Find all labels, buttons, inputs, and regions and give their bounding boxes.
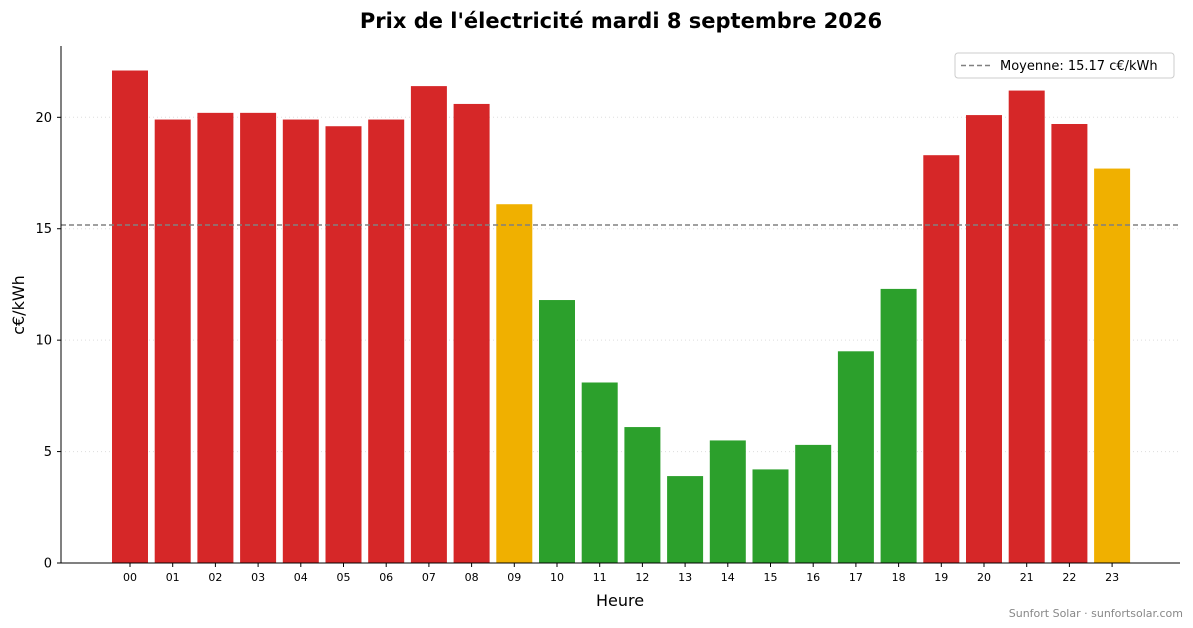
bar-16 [795, 444, 832, 563]
x-tick-label: 00 [123, 571, 137, 584]
bar-19 [923, 155, 960, 563]
x-tick-label: 05 [337, 571, 351, 584]
x-tick-label: 03 [251, 571, 265, 584]
x-tick-label: 02 [208, 571, 222, 584]
x-tick-label: 12 [635, 571, 649, 584]
bar-02 [197, 112, 234, 563]
x-tick-label: 19 [934, 571, 948, 584]
bar-20 [966, 115, 1002, 563]
bar-11 [581, 382, 618, 563]
x-tick-label: 15 [764, 571, 778, 584]
bar-17 [837, 351, 874, 563]
y-tick-label: 20 [35, 111, 52, 126]
bar-01 [154, 119, 191, 564]
bar-05 [325, 126, 362, 564]
bar-03 [240, 112, 277, 563]
x-tick-label: 16 [806, 571, 820, 584]
bar-07 [410, 86, 447, 564]
bar-10 [539, 300, 575, 563]
y-tick-label: 0 [44, 557, 52, 572]
bar-15 [752, 469, 789, 563]
x-ticks: 00 01 02 03 04 05 06 07 08 09 10 11 12 13 14 15 16 17 18 19… [123, 563, 1119, 584]
x-tick-label: 06 [379, 571, 393, 584]
x-tick-label: 17 [849, 571, 863, 584]
x-tick-label: 08 [465, 571, 479, 584]
bar-04 [282, 119, 319, 564]
bar-22 [1051, 123, 1088, 563]
x-tick-label: 23 [1105, 571, 1119, 584]
bar-18 [880, 288, 917, 563]
bar-00 [112, 70, 148, 563]
x-tick-label: 18 [892, 571, 906, 584]
x-tick-label: 10 [550, 571, 564, 584]
x-tick-label: 13 [678, 571, 692, 584]
x-tick-label: 09 [507, 571, 521, 584]
bar-06 [368, 119, 405, 564]
x-tick-label: 22 [1062, 571, 1076, 584]
bar-23 [1094, 168, 1131, 564]
bar-12 [624, 427, 661, 563]
legend: Moyenne: 15.17 c€/kWh [954, 52, 1175, 79]
bar-09 [496, 204, 533, 563]
axes [60, 46, 1180, 564]
legend-box [954, 52, 1175, 79]
bar-14 [709, 440, 746, 563]
x-tick-label: 21 [1020, 571, 1034, 584]
y-ticks: 0 5 10 15 20 [35, 111, 61, 572]
y-tick-label: 5 [44, 445, 52, 460]
legend-average-label: Moyenne: 15.17 c€/kWh [1000, 59, 1158, 74]
bar-13 [667, 476, 704, 563]
watermark: Sunfort Solar · sunfortsolar.com [1009, 607, 1183, 620]
bar-08 [453, 103, 490, 564]
y-tick-label: 15 [35, 222, 52, 237]
y-axis-label: c€/kWh [9, 275, 28, 335]
bar-21 [1008, 90, 1045, 563]
chart-title: Prix de l'électricité mardi 8 septembre … [360, 9, 882, 33]
x-axis-label: Heure [596, 591, 644, 610]
x-tick-label: 01 [166, 571, 180, 584]
bars [112, 70, 1131, 564]
x-tick-label: 14 [721, 571, 735, 584]
y-tick-label: 10 [35, 334, 52, 349]
x-tick-label: 20 [977, 571, 991, 584]
x-tick-label: 11 [593, 571, 607, 584]
x-tick-label: 04 [294, 571, 308, 584]
x-tick-label: 07 [422, 571, 436, 584]
